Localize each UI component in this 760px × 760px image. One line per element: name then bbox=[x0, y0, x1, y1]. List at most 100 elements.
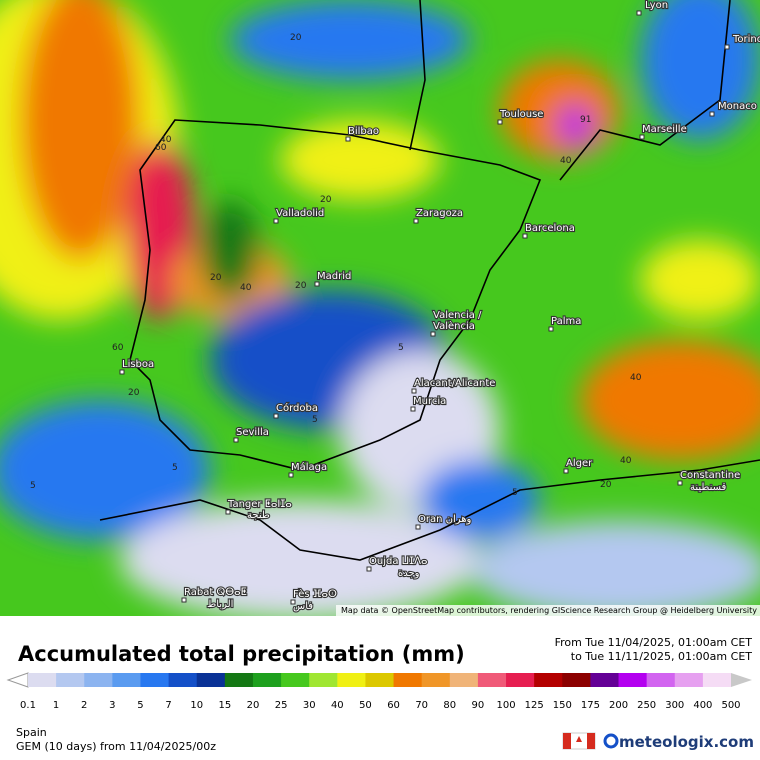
colorbar-label: 1 bbox=[53, 700, 59, 711]
colorbar-swatch bbox=[224, 673, 254, 687]
contour-label: 5 bbox=[172, 463, 178, 473]
city-label: Valencia / bbox=[433, 310, 482, 321]
contour-label: 40 bbox=[160, 135, 172, 145]
city-label: Torino bbox=[732, 34, 760, 45]
city-label: Rabat ⵕⴱⴰⵟ bbox=[184, 587, 247, 598]
colorbar-label: 40 bbox=[331, 700, 344, 711]
colorbar-swatch bbox=[252, 673, 282, 687]
flag bbox=[562, 732, 596, 750]
city-marker bbox=[273, 218, 279, 224]
colorbar-label: 2 bbox=[81, 700, 87, 711]
city-marker bbox=[411, 388, 417, 394]
colorbar-swatch bbox=[112, 673, 141, 687]
city-label: Alger bbox=[566, 458, 593, 469]
city-marker bbox=[273, 413, 279, 419]
colorbar-swatch bbox=[309, 673, 338, 687]
city-marker bbox=[233, 437, 239, 443]
colorbar-label: 150 bbox=[553, 700, 572, 711]
colorbar-swatch bbox=[674, 673, 704, 687]
city-label: Monaco bbox=[718, 101, 757, 112]
contour-label: 5 bbox=[512, 488, 518, 498]
map: Map data © OpenStreetMap contributors, r… bbox=[0, 0, 760, 616]
contour-label: 20 bbox=[128, 388, 140, 398]
city-marker bbox=[415, 524, 421, 530]
city-marker bbox=[497, 119, 503, 125]
contour-label: 5 bbox=[398, 343, 404, 353]
colorbar-label: 80 bbox=[443, 700, 456, 711]
title: Accumulated total precipitation (mm) bbox=[18, 642, 465, 666]
colorbar-label: 20 bbox=[247, 700, 260, 711]
city-marker bbox=[225, 509, 231, 515]
colorbar-label: 10 bbox=[190, 700, 203, 711]
city-marker bbox=[522, 233, 528, 239]
colorbar-swatch bbox=[702, 673, 732, 687]
colorbar-label: 400 bbox=[693, 700, 712, 711]
city-marker bbox=[639, 134, 645, 140]
city-marker bbox=[430, 331, 436, 337]
contour-label: 60 bbox=[155, 143, 167, 153]
colorbar: 0.1 1 2 3 5 7 10 15 20 25 30 40 50 60 70 80 90 100 125 150 1… bbox=[6, 672, 752, 711]
colorbar-swatch bbox=[618, 673, 648, 687]
city-label: Palma bbox=[551, 316, 581, 327]
period-to: to Tue 11/11/2025, 01:00am CET bbox=[571, 650, 753, 663]
colorbar-label: 70 bbox=[415, 700, 428, 711]
city-label: Málaga bbox=[291, 461, 327, 473]
city-label: Sevilla bbox=[236, 427, 269, 438]
colorbar-swatch bbox=[140, 673, 170, 687]
colorbar-swatch bbox=[196, 673, 226, 687]
colorbar-label: 50 bbox=[359, 700, 372, 711]
colorbar-label: 60 bbox=[387, 700, 400, 711]
colorbar-label: 15 bbox=[218, 700, 231, 711]
contour-label: 20 bbox=[210, 273, 222, 283]
city-label: Alacant/Alicante bbox=[414, 378, 495, 389]
city-marker bbox=[709, 111, 715, 117]
colorbar-arrow-left bbox=[6, 672, 29, 688]
colorbar-swatch bbox=[562, 673, 591, 687]
city-label: الرباط bbox=[207, 599, 233, 610]
city-label: Tanger ⵟⴰⵏⵊⴰ bbox=[227, 499, 292, 510]
city-marker bbox=[410, 406, 416, 412]
city-label: Oujda ⵡⵊⴷⴰ bbox=[369, 556, 428, 567]
city-marker bbox=[563, 468, 569, 474]
contour-label: 40 bbox=[240, 283, 252, 293]
colorbar-label: 7 bbox=[165, 700, 171, 711]
city-marker bbox=[314, 281, 320, 287]
contour-label: 40 bbox=[630, 373, 642, 383]
city-marker bbox=[413, 218, 419, 224]
city-marker bbox=[366, 566, 372, 572]
city-label: Lisboa bbox=[122, 359, 154, 370]
contour-label: 20 bbox=[600, 480, 612, 490]
city-label: Toulouse bbox=[499, 109, 543, 120]
city-label: Murcia bbox=[413, 396, 446, 407]
city-label: Fès ⴼⴰⵙ bbox=[293, 588, 337, 600]
city-label: Lyon bbox=[645, 0, 668, 11]
contour-label: 20 bbox=[320, 195, 332, 205]
colorbar-label: 250 bbox=[637, 700, 656, 711]
city-marker bbox=[677, 480, 683, 486]
city-label: Córdoba bbox=[276, 402, 318, 414]
city-marker bbox=[119, 369, 125, 375]
colorbar-swatch bbox=[84, 673, 113, 687]
city-marker bbox=[288, 472, 294, 478]
contour-label: 20 bbox=[290, 33, 302, 43]
model: GEM (10 days) from 11/04/2025/00z bbox=[16, 740, 216, 753]
contour-label: 60 bbox=[112, 343, 124, 353]
city-marker bbox=[181, 597, 187, 603]
colorbar-swatch bbox=[337, 673, 366, 687]
brand: meteologix.com bbox=[619, 733, 754, 751]
city-label: Barcelona bbox=[525, 223, 575, 234]
logo bbox=[603, 733, 619, 749]
city-label: Zaragoza bbox=[416, 208, 463, 219]
colorbar-swatch bbox=[281, 673, 310, 687]
colorbar-label: 25 bbox=[275, 700, 288, 711]
colorbar-label: 90 bbox=[472, 700, 485, 711]
colorbar-arrow-right bbox=[731, 673, 752, 687]
colorbar-swatch bbox=[168, 673, 198, 687]
city-label: وجدة bbox=[398, 568, 420, 579]
colorbar-label: 500 bbox=[721, 700, 740, 711]
colorbar-swatch bbox=[449, 673, 479, 687]
city-marker bbox=[636, 10, 642, 16]
colorbar-label: 125 bbox=[525, 700, 544, 711]
city-label: طنجة bbox=[247, 510, 270, 521]
